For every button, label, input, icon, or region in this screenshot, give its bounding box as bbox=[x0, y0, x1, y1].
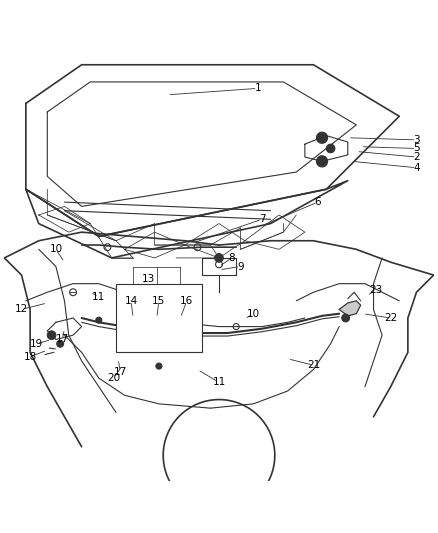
Text: 4: 4 bbox=[413, 163, 420, 173]
Text: 1: 1 bbox=[254, 83, 261, 93]
Text: 11: 11 bbox=[92, 292, 106, 302]
Circle shape bbox=[128, 321, 138, 332]
Text: 10: 10 bbox=[49, 244, 63, 254]
Circle shape bbox=[47, 331, 56, 340]
Circle shape bbox=[96, 317, 102, 323]
Polygon shape bbox=[339, 301, 360, 316]
Circle shape bbox=[326, 144, 335, 153]
Text: 22: 22 bbox=[384, 313, 397, 323]
Text: 19: 19 bbox=[30, 339, 43, 349]
Text: 6: 6 bbox=[314, 197, 321, 207]
Text: 18: 18 bbox=[24, 352, 37, 361]
Text: 3: 3 bbox=[413, 135, 420, 145]
Text: 5: 5 bbox=[413, 143, 420, 154]
Text: 14: 14 bbox=[124, 296, 138, 306]
Text: 12: 12 bbox=[15, 304, 28, 314]
Text: 15: 15 bbox=[152, 296, 166, 306]
Circle shape bbox=[156, 363, 162, 369]
Text: 10: 10 bbox=[247, 309, 260, 319]
Text: 17: 17 bbox=[56, 335, 69, 344]
Text: 9: 9 bbox=[237, 262, 244, 271]
Text: 21: 21 bbox=[307, 360, 320, 370]
Circle shape bbox=[215, 254, 223, 262]
Text: 23: 23 bbox=[369, 285, 382, 295]
Circle shape bbox=[342, 314, 350, 322]
Circle shape bbox=[122, 324, 127, 329]
Circle shape bbox=[147, 328, 153, 334]
Circle shape bbox=[57, 341, 64, 347]
Text: 17: 17 bbox=[113, 367, 127, 377]
Circle shape bbox=[316, 156, 328, 167]
Text: 8: 8 bbox=[229, 253, 235, 263]
Circle shape bbox=[316, 132, 328, 143]
Text: 13: 13 bbox=[141, 274, 155, 285]
Text: 20: 20 bbox=[107, 373, 120, 383]
Bar bbox=[116, 284, 202, 352]
Text: 16: 16 bbox=[180, 296, 194, 306]
Circle shape bbox=[175, 321, 186, 332]
Text: 11: 11 bbox=[212, 377, 226, 387]
Circle shape bbox=[152, 321, 162, 332]
Text: 7: 7 bbox=[258, 214, 265, 224]
Text: 2: 2 bbox=[413, 152, 420, 162]
